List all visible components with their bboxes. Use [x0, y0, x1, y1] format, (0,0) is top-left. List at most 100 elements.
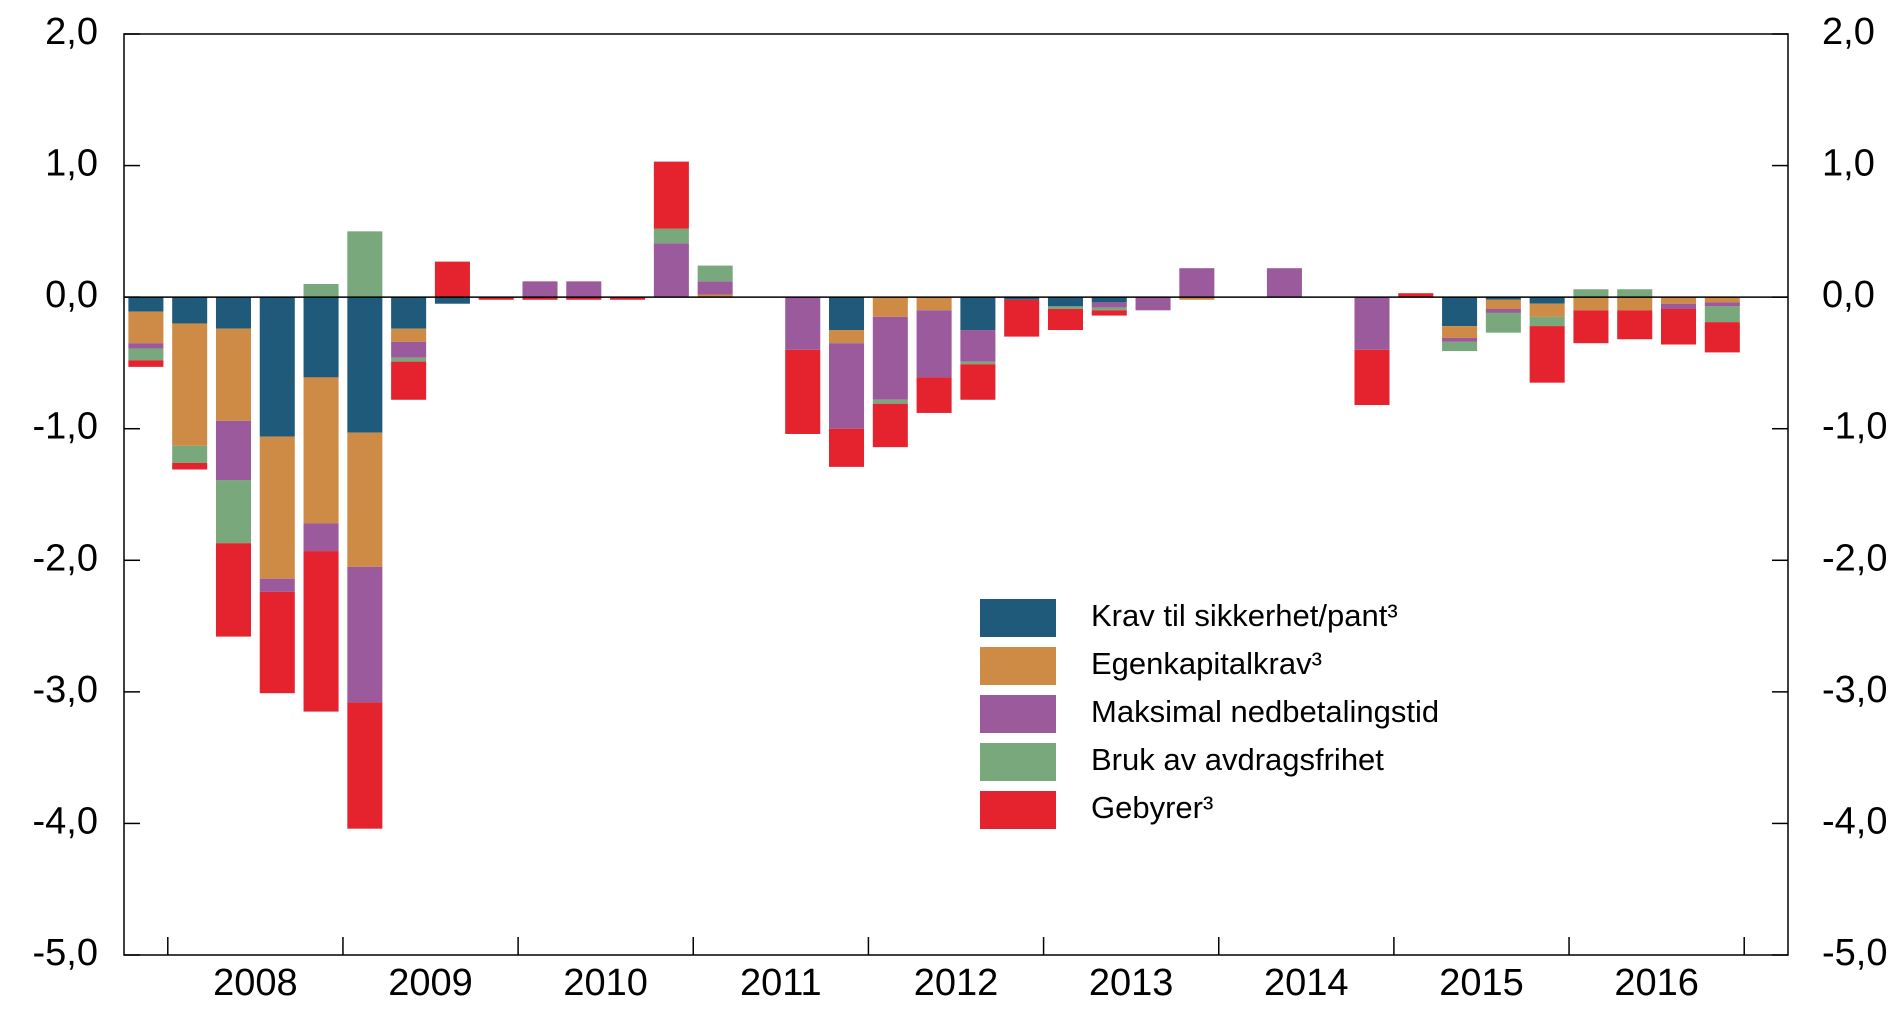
bar-segment	[215, 480, 251, 544]
bar-segment	[1091, 302, 1127, 308]
bar-segment	[916, 297, 952, 311]
bar-segment	[172, 445, 208, 463]
bar-segment	[1485, 299, 1521, 309]
bar-segment	[1047, 297, 1083, 307]
bar-segment	[829, 297, 865, 331]
bar-segment	[1047, 308, 1083, 331]
bar-segment	[1266, 268, 1302, 298]
bar-segment	[1485, 312, 1521, 333]
bar-segment	[653, 243, 689, 298]
bar-segment	[653, 161, 689, 229]
bar-segment	[1004, 297, 1040, 300]
bar-segment	[829, 343, 865, 429]
bar-segment	[1661, 297, 1697, 304]
x-tick-label: 2012	[914, 962, 999, 1004]
bar-segment	[1047, 306, 1083, 309]
bar-segment	[1529, 303, 1565, 317]
x-tick-label: 2016	[1614, 962, 1699, 1004]
bar-segment	[434, 297, 470, 304]
legend-label: Bruk av avdragsfrihet	[1091, 742, 1384, 777]
bar-segment	[960, 364, 996, 400]
bar-segment	[872, 403, 908, 448]
bar-segment	[1091, 307, 1127, 311]
y-tick-label: 0,0	[45, 274, 98, 316]
y-tick-label: 1,0	[45, 143, 98, 185]
bar-segment	[566, 297, 602, 300]
bar-segment	[347, 297, 383, 433]
legend-swatch	[980, 743, 1056, 781]
y2-tick-label: 1,0	[1822, 143, 1875, 185]
bar-segment	[259, 297, 295, 437]
bar-segment	[303, 523, 339, 552]
plot-frame	[123, 33, 1789, 956]
bar-segment	[522, 297, 558, 300]
x-tick-label: 2009	[388, 962, 473, 1004]
bar-segment	[128, 311, 164, 344]
bar-segment	[128, 343, 164, 349]
bar-segment	[1704, 297, 1740, 303]
bar-segment	[303, 283, 339, 298]
bar-segment	[215, 543, 251, 637]
bar-segment	[259, 578, 295, 592]
bar-segment	[215, 297, 251, 329]
y-tick-label: -1,0	[33, 406, 98, 448]
bar-segment	[303, 551, 339, 712]
bar-segment	[1573, 289, 1609, 298]
bar-segment	[872, 399, 908, 404]
legend-swatch	[980, 695, 1056, 733]
bar-segment	[960, 361, 996, 365]
bar-segment	[259, 591, 295, 694]
bar-segment	[1442, 341, 1478, 352]
bar-segment	[1704, 306, 1740, 323]
bar-segment	[1442, 326, 1478, 338]
legend-label: Krav til sikkerhet/pant³	[1091, 598, 1398, 633]
bar-segment	[829, 330, 865, 344]
bar-segment	[391, 328, 427, 342]
bar-segment	[259, 436, 295, 579]
bar-segment	[215, 420, 251, 481]
bar-segment	[916, 310, 952, 378]
x-tick-label: 2013	[1089, 962, 1174, 1004]
legend-swatch	[980, 647, 1056, 685]
legend-label: Gebyrer³	[1091, 790, 1213, 825]
bar-segment	[1661, 303, 1697, 309]
bar-segment	[1485, 297, 1521, 300]
y-tick-label: 2,0	[45, 11, 98, 53]
bar-segment	[1617, 310, 1653, 340]
bar-segment	[1617, 289, 1653, 298]
y-tick-label: -2,0	[33, 537, 98, 579]
y-tick-label: -5,0	[33, 932, 98, 974]
bar-segment	[303, 297, 339, 378]
bar-segment	[1529, 297, 1565, 304]
bar-segment	[1704, 302, 1740, 307]
bar-segment	[172, 297, 208, 324]
bar-segment	[172, 462, 208, 470]
bar-segment	[872, 316, 908, 400]
bar-segment	[172, 323, 208, 446]
y2-tick-label: -5,0	[1822, 932, 1887, 974]
bar-segment	[128, 297, 164, 312]
bar-segment	[916, 377, 952, 413]
bar-segment	[960, 297, 996, 331]
bar-segment	[653, 228, 689, 244]
bar-segment	[391, 297, 427, 329]
bar-segment	[1529, 326, 1565, 383]
bar-segment	[1135, 297, 1171, 311]
legend-swatch	[980, 791, 1056, 829]
bar-segment	[347, 702, 383, 829]
bar-segment	[215, 328, 251, 421]
bar-segment	[566, 281, 602, 298]
bar-segment	[478, 297, 514, 300]
bar-segment	[1442, 337, 1478, 342]
bar-segment	[1354, 349, 1390, 406]
x-tick-label: 2008	[213, 962, 298, 1004]
bar-segment	[1179, 297, 1215, 300]
y-tick-label: -3,0	[33, 669, 98, 711]
bar-segment	[1617, 297, 1653, 311]
y2-tick-label: -1,0	[1822, 406, 1887, 448]
y2-tick-label: -4,0	[1822, 800, 1887, 842]
bar-segment	[347, 231, 383, 298]
bar-segment	[1704, 322, 1740, 353]
bar-segment	[785, 349, 821, 434]
